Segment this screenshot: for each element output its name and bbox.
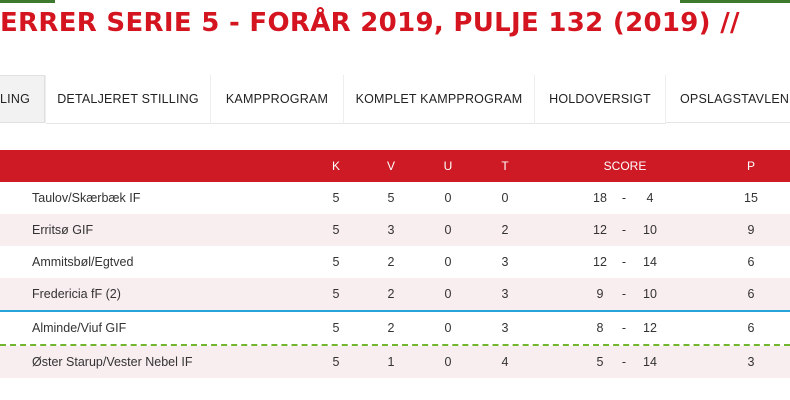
drawn-value: 0 <box>444 223 452 237</box>
page-title: ERRER SERIE 5 - FORÅR 2019, PULJE 132 (2… <box>0 8 740 38</box>
score-dash: - <box>621 321 627 335</box>
drawn-value: 0 <box>444 287 452 301</box>
score-dash: - <box>621 223 627 237</box>
lost-value: 2 <box>501 223 509 237</box>
score-dash: - <box>621 355 627 369</box>
tab-kampprogram[interactable]: KAMPPROGRAM <box>211 75 343 124</box>
goals-scored: 5 <box>596 355 604 369</box>
table-header: K V U T SCORE P <box>0 150 790 182</box>
goals-conceded: 10 <box>643 223 657 237</box>
goals-scored: 8 <box>596 321 604 335</box>
drawn-value: 0 <box>444 321 452 335</box>
played-value: 5 <box>332 287 340 301</box>
table-row[interactable]: Taulov/Skærbæk IF 5 5 0 0 18 - 4 15 <box>0 182 790 214</box>
points-value: 6 <box>747 287 755 301</box>
tab-stilling[interactable]: ILLING <box>0 75 45 123</box>
won-value: 5 <box>387 191 395 205</box>
team-name[interactable]: Erritsø GIF <box>32 223 94 237</box>
header-u: U <box>443 159 453 173</box>
tab-bar: ILLING DETALJERET STILLING KAMPPROGRAM K… <box>0 75 790 124</box>
table-row[interactable]: Erritsø GIF 5 3 0 2 12 - 10 9 <box>0 214 790 246</box>
goals-conceded: 14 <box>643 255 657 269</box>
points-value: 15 <box>744 191 758 205</box>
lost-value: 3 <box>501 255 509 269</box>
header-v: V <box>386 159 395 173</box>
goals-conceded: 14 <box>643 355 657 369</box>
team-name[interactable]: Taulov/Skærbæk IF <box>32 191 141 205</box>
score-dash: - <box>621 255 627 269</box>
played-value: 5 <box>332 191 340 205</box>
won-value: 3 <box>387 223 395 237</box>
tab-komplet-kampprogram[interactable]: KOMPLET KAMPPROGRAM <box>344 75 534 124</box>
goals-conceded: 10 <box>643 287 657 301</box>
header-t: T <box>501 159 509 173</box>
team-name[interactable]: Ammitsbøl/Egtved <box>32 255 134 269</box>
score-dash: - <box>621 287 627 301</box>
points-value: 9 <box>747 223 755 237</box>
relegation-divider <box>0 344 790 346</box>
team-name[interactable]: Fredericia fF (2) <box>32 287 121 301</box>
lost-value: 4 <box>501 355 509 369</box>
header-k: K <box>331 159 340 173</box>
goals-scored: 12 <box>593 223 607 237</box>
table-row[interactable]: Fredericia fF (2) 5 2 0 3 9 - 10 6 <box>0 278 790 310</box>
played-value: 5 <box>332 355 340 369</box>
points-value: 6 <box>747 321 755 335</box>
standings-table: K V U T SCORE P Taulov/Skærbæk IF 5 5 0 … <box>0 150 790 378</box>
drawn-value: 0 <box>444 255 452 269</box>
goals-conceded: 12 <box>643 321 657 335</box>
won-value: 2 <box>387 287 395 301</box>
won-value: 2 <box>387 255 395 269</box>
goals-scored: 12 <box>593 255 607 269</box>
played-value: 5 <box>332 223 340 237</box>
goals-scored: 9 <box>596 287 604 301</box>
lost-value: 3 <box>501 287 509 301</box>
score-dash: - <box>621 191 627 205</box>
tab-detaljeret-stilling[interactable]: DETALJERET STILLING <box>46 75 210 124</box>
won-value: 1 <box>387 355 395 369</box>
team-name[interactable]: Alminde/Viuf GIF <box>32 321 127 335</box>
table-row[interactable]: Alminde/Viuf GIF 5 2 0 3 8 - 12 6 <box>0 312 790 344</box>
promotion-divider <box>0 310 790 312</box>
top-accent-left <box>0 0 55 3</box>
team-name[interactable]: Øster Starup/Vester Nebel IF <box>32 355 193 369</box>
header-score: SCORE <box>603 159 647 173</box>
table-row[interactable]: Ammitsbøl/Egtved 5 2 0 3 12 - 14 6 <box>0 246 790 278</box>
points-value: 3 <box>747 355 755 369</box>
won-value: 2 <box>387 321 395 335</box>
played-value: 5 <box>332 321 340 335</box>
drawn-value: 0 <box>444 191 452 205</box>
tab-holdoversigt[interactable]: HOLDOVERSIGT <box>535 75 665 124</box>
tab-opslagstavlen[interactable]: OPSLAGSTAVLEN <box>666 75 790 123</box>
lost-value: 0 <box>501 191 509 205</box>
points-value: 6 <box>747 255 755 269</box>
top-accent-right <box>680 0 790 3</box>
drawn-value: 0 <box>444 355 452 369</box>
goals-scored: 18 <box>593 191 607 205</box>
goals-conceded: 4 <box>646 191 654 205</box>
lost-value: 3 <box>501 321 509 335</box>
played-value: 5 <box>332 255 340 269</box>
top-accent-strip <box>0 0 790 3</box>
header-p: P <box>746 159 755 173</box>
table-row[interactable]: Øster Starup/Vester Nebel IF 5 1 0 4 5 -… <box>0 346 790 378</box>
